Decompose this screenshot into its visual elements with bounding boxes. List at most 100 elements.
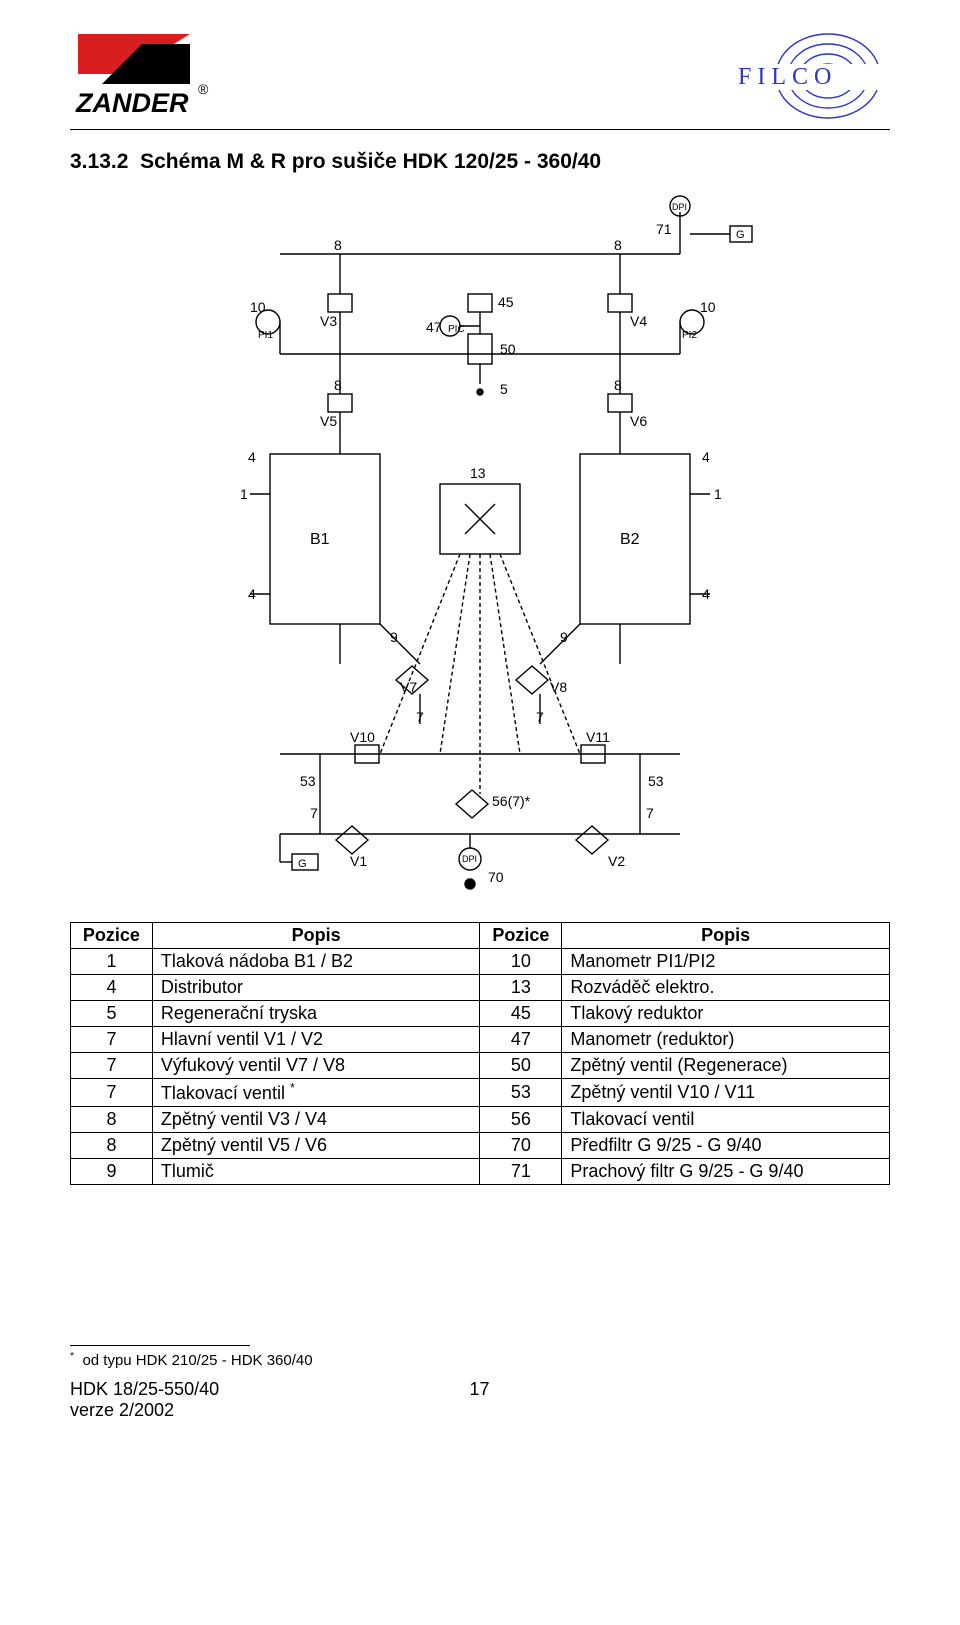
table-cell: 5: [71, 1001, 153, 1027]
footer-doc-id: HDK 18/25-550/40: [70, 1379, 219, 1399]
table-cell: Manometr PI1/PI2: [562, 949, 890, 975]
table-cell: 70: [480, 1133, 562, 1159]
table-row: 1Tlaková nádoba B1 / B210Manometr PI1/PI…: [71, 949, 890, 975]
col-popis-2: Popis: [562, 923, 890, 949]
table-row: 7Výfukový ventil V7 / V850Zpětný ventil …: [71, 1053, 890, 1079]
table-cell: Distributor: [152, 975, 480, 1001]
table-cell: 53: [480, 1079, 562, 1107]
svg-text:7: 7: [536, 709, 544, 725]
footer-spacer: [740, 1379, 890, 1421]
table-cell: 56: [480, 1107, 562, 1133]
svg-text:10: 10: [250, 299, 266, 315]
filco-logo: FILCO: [730, 30, 890, 125]
section-number: 3.13.2: [70, 150, 128, 173]
table-cell: 50: [480, 1053, 562, 1079]
svg-text:V3: V3: [320, 313, 337, 329]
position-table: Pozice Popis Pozice Popis 1Tlaková nádob…: [70, 922, 890, 1185]
svg-text:4: 4: [702, 586, 710, 602]
table-cell: Zpětný ventil V10 / V11: [562, 1079, 890, 1107]
table-cell: 7: [71, 1079, 153, 1107]
svg-text:DPI: DPI: [462, 854, 477, 864]
table-cell: Tlaková nádoba B1 / B2: [152, 949, 480, 975]
svg-text:8: 8: [334, 377, 342, 393]
svg-text:V1: V1: [350, 853, 367, 869]
svg-text:47: 47: [426, 319, 442, 335]
schematic-diagram: 88 V3V4 45 47PIC 50 5 1010 PI1PI2 88 V5V…: [70, 194, 890, 894]
svg-text:PI2: PI2: [682, 330, 697, 341]
table-cell: 45: [480, 1001, 562, 1027]
svg-text:B1: B1: [310, 531, 330, 548]
footer-version: verze 2/2002: [70, 1400, 174, 1420]
svg-text:V5: V5: [320, 413, 337, 429]
svg-text:G: G: [736, 229, 745, 241]
section-heading: 3.13.2 Schéma M & R pro sušiče HDK 120/2…: [70, 150, 890, 174]
page-footer: HDK 18/25-550/40 verze 2/2002 17: [70, 1379, 890, 1421]
table-cell: Tlakový reduktor: [562, 1001, 890, 1027]
svg-text:V2: V2: [608, 853, 625, 869]
footer-left: HDK 18/25-550/40 verze 2/2002: [70, 1379, 219, 1421]
svg-text:9: 9: [560, 629, 568, 645]
table-row: 8Zpětný ventil V5 / V670Předfiltr G 9/25…: [71, 1133, 890, 1159]
svg-text:V6: V6: [630, 413, 647, 429]
table-row: 8Zpětný ventil V3 / V456Tlakovací ventil: [71, 1107, 890, 1133]
footnote-marker: *: [70, 1350, 74, 1362]
svg-text:1: 1: [714, 486, 722, 502]
svg-text:45: 45: [498, 294, 514, 310]
table-header-row: Pozice Popis Pozice Popis: [71, 923, 890, 949]
section-title: Schéma M & R pro sušiče HDK 120/25 - 360…: [140, 150, 601, 173]
table-cell: 8: [71, 1107, 153, 1133]
footnote: * od typu HDK 210/25 - HDK 360/40: [70, 1350, 890, 1369]
svg-text:56(7)*: 56(7)*: [492, 793, 531, 809]
zander-logo-text: ZANDER: [75, 88, 189, 118]
filco-logo-text: FILCO: [738, 64, 837, 90]
table-cell: 1: [71, 949, 153, 975]
svg-text:1: 1: [240, 486, 248, 502]
table-row: 4Distributor13Rozváděč elektro.: [71, 975, 890, 1001]
svg-text:B2: B2: [620, 531, 640, 548]
svg-text:V8: V8: [550, 679, 567, 695]
footer-page-number: 17: [470, 1379, 490, 1421]
svg-text:DPI: DPI: [672, 202, 687, 212]
svg-text:4: 4: [702, 449, 710, 465]
col-pozice-1: Pozice: [71, 923, 153, 949]
svg-text:71: 71: [656, 221, 672, 237]
table-cell: Manometr (reduktor): [562, 1027, 890, 1053]
table-cell: 47: [480, 1027, 562, 1053]
svg-text:5: 5: [500, 381, 508, 397]
svg-text:50: 50: [500, 341, 516, 357]
svg-text:10: 10: [700, 299, 716, 315]
svg-text:7: 7: [416, 709, 424, 725]
table-cell: 9: [71, 1159, 153, 1185]
table-cell: Prachový filtr G 9/25 - G 9/40: [562, 1159, 890, 1185]
table-row: 9Tlumič71Prachový filtr G 9/25 - G 9/40: [71, 1159, 890, 1185]
svg-text:PI1: PI1: [258, 330, 273, 341]
zander-logo: ZANDER ®: [70, 30, 240, 120]
table-cell: Zpětný ventil (Regenerace): [562, 1053, 890, 1079]
table-cell: 13: [480, 975, 562, 1001]
table-cell: Předfiltr G 9/25 - G 9/40: [562, 1133, 890, 1159]
svg-text:V4: V4: [630, 313, 647, 329]
svg-text:13: 13: [470, 465, 486, 481]
svg-text:V11: V11: [586, 729, 610, 745]
table-row: 7Hlavní ventil V1 / V247Manometr (redukt…: [71, 1027, 890, 1053]
table-cell: Tlakovací ventil *: [152, 1079, 480, 1107]
svg-text:53: 53: [300, 773, 316, 789]
table-cell: 10: [480, 949, 562, 975]
table-cell: 7: [71, 1053, 153, 1079]
page-header: ZANDER ® FILCO: [70, 30, 890, 125]
table-cell: 4: [71, 975, 153, 1001]
table-cell: Zpětný ventil V5 / V6: [152, 1133, 480, 1159]
table-cell: Výfukový ventil V7 / V8: [152, 1053, 480, 1079]
svg-text:®: ®: [198, 81, 209, 97]
table-cell: Tlumič: [152, 1159, 480, 1185]
svg-text:70: 70: [488, 869, 504, 885]
svg-text:9: 9: [390, 629, 398, 645]
table-cell: Hlavní ventil V1 / V2: [152, 1027, 480, 1053]
table-cell: Regenerační tryska: [152, 1001, 480, 1027]
col-popis-1: Popis: [152, 923, 480, 949]
svg-text:53: 53: [648, 773, 664, 789]
svg-text:7: 7: [646, 805, 654, 821]
svg-text:8: 8: [614, 237, 622, 253]
svg-text:8: 8: [334, 237, 342, 253]
footnote-text: od typu HDK 210/25 - HDK 360/40: [82, 1352, 312, 1369]
